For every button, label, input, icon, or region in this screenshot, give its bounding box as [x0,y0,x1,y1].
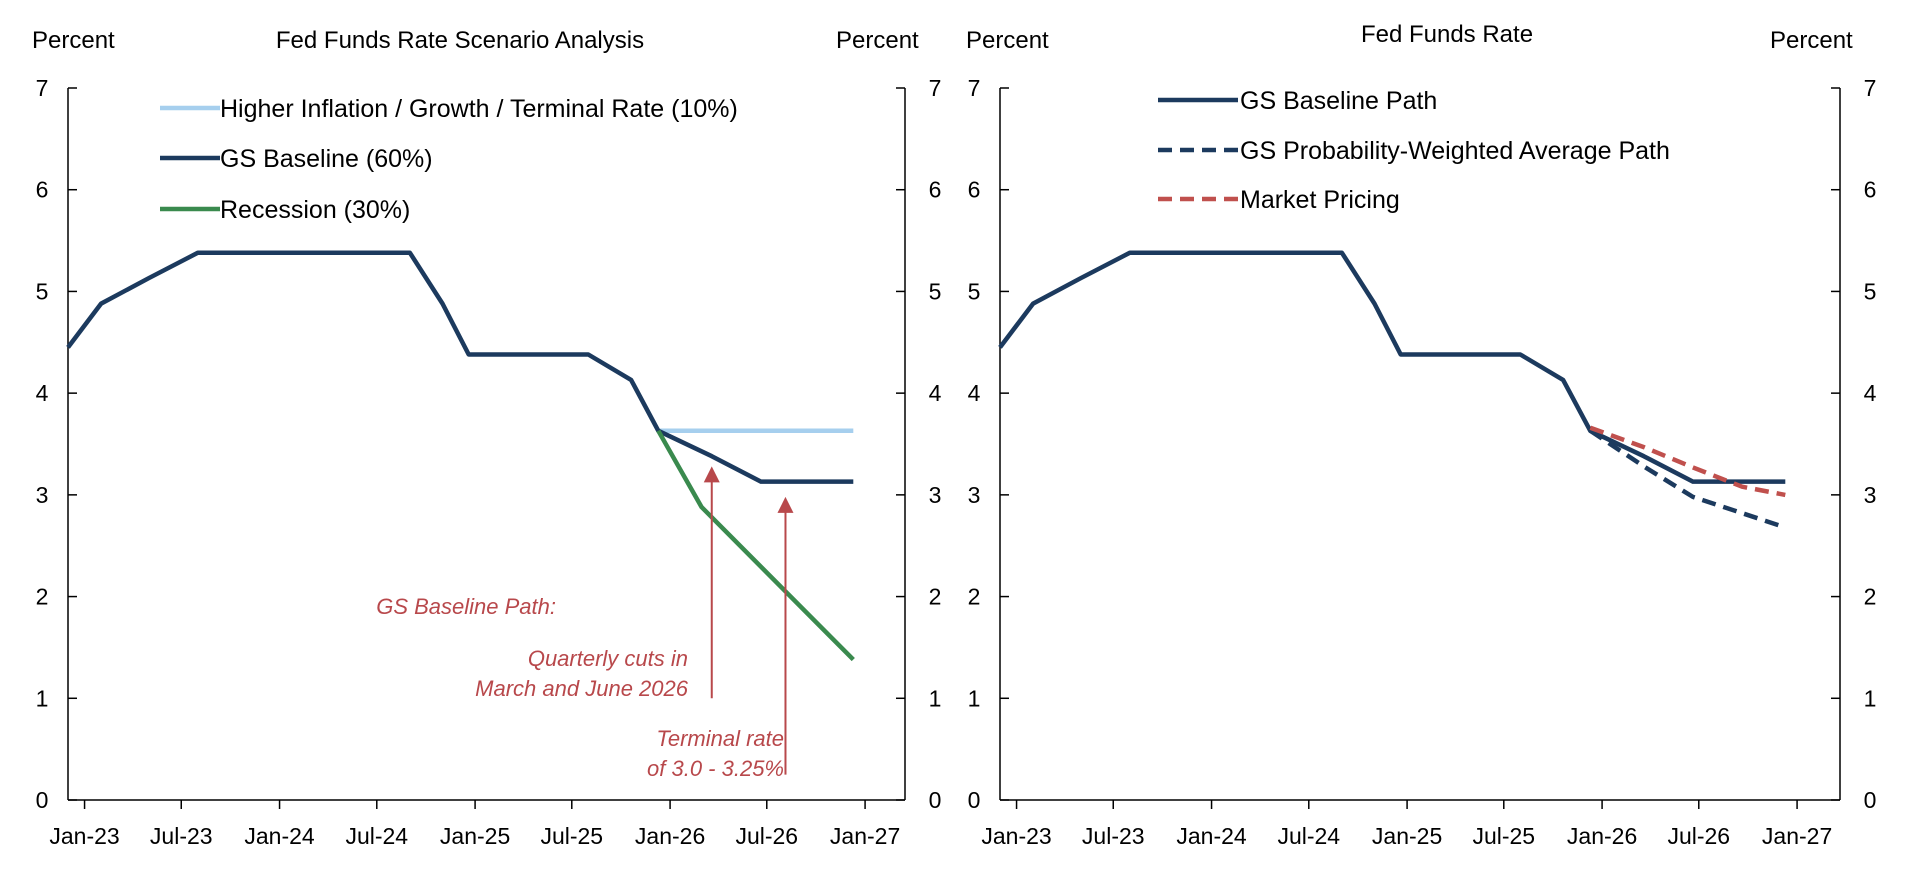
y-tick-label-right: 5 [929,278,942,304]
y-tick-label-left: 6 [36,177,49,203]
y-tick-label-left: 5 [36,278,49,304]
annotation-text: Terminal rate [656,726,784,751]
y-tick-label-right: 6 [929,177,942,203]
annotation-arrowhead [703,466,720,483]
annotation-text: GS Baseline Path: [376,594,556,619]
y-tick-label-left: 2 [36,584,49,610]
x-tick-label: Jul-23 [1082,823,1145,849]
x-tick-label: Jan-27 [830,823,900,849]
y-tick-label-left: 7 [36,75,49,101]
x-tick-label: Jan-24 [244,823,315,849]
y-tick-label-right: 3 [1864,482,1877,508]
y-tick-label-right: 3 [929,482,942,508]
chart-title: Fed Funds Rate Scenario Analysis [276,27,644,54]
y-tick-label-right: 1 [1864,685,1877,711]
x-tick-label: Jan-25 [440,823,510,849]
x-tick-label: Jan-27 [1762,823,1832,849]
y-tick-label-left: 0 [968,787,981,813]
y-tick-label-left: 1 [36,685,49,711]
x-tick-label: Jan-25 [1372,823,1442,849]
y-tick-label-right: 7 [1864,75,1877,101]
legend-entry-2: Market Pricing [1240,186,1400,214]
x-tick-label: Jul-26 [735,823,798,849]
y-tick-label-left: 1 [968,685,981,711]
x-tick-label: Jul-26 [1667,823,1730,849]
annotation-arrowhead [777,496,794,513]
chart-title: Fed Funds Rate [1361,21,1533,48]
x-tick-label: Jan-23 [981,823,1051,849]
y-tick-label-left: 4 [968,380,981,406]
series-line-1 [1589,428,1787,530]
x-tick-label: Jul-23 [150,823,213,849]
x-tick-label: Jul-24 [345,823,408,849]
y-tick-label-right: 2 [929,584,942,610]
legend-entry-1: GS Baseline (60%) [220,145,433,173]
y-tick-label-left: 5 [968,278,981,304]
annotation-text: March and June 2026 [475,676,689,701]
y-tick-label-right: 0 [1864,787,1877,813]
y-tick-label-right: 0 [929,787,942,813]
y-tick-label-right: 5 [1864,278,1877,304]
y-tick-label-right: 4 [1864,380,1877,406]
annotation-text: of 3.0 - 3.25% [647,756,784,781]
x-tick-label: Jan-26 [1567,823,1637,849]
x-tick-label: Jul-24 [1277,823,1340,849]
x-tick-label: Jan-24 [1176,823,1247,849]
y-tick-label-right: 6 [1864,177,1877,203]
y-axis-label-right: Percent [1770,27,1853,54]
y-tick-label-left: 3 [36,482,49,508]
y-axis-label-left: Percent [32,27,115,54]
legend-entry-0: GS Baseline Path [1240,87,1437,115]
y-tick-label-left: 7 [968,75,981,101]
legend-entry-1: GS Probability-Weighted Average Path [1240,137,1670,165]
x-tick-label: Jul-25 [1472,823,1535,849]
y-tick-label-left: 2 [968,584,981,610]
y-tick-label-right: 4 [929,380,942,406]
legend-entry-2: Recession (30%) [220,196,410,224]
y-tick-label-left: 3 [968,482,981,508]
series-line-2 [656,429,855,662]
y-tick-label-right: 1 [929,685,942,711]
y-tick-label-right: 2 [1864,584,1877,610]
x-tick-label: Jan-23 [49,823,119,849]
y-tick-label-right: 7 [929,75,942,101]
y-axis-label-left: Percent [966,27,1049,54]
annotation-text: Quarterly cuts in [528,646,688,671]
legend-entry-0: Higher Inflation / Growth / Terminal Rat… [220,95,738,123]
x-tick-label: Jul-25 [540,823,603,849]
x-tick-label: Jan-26 [635,823,705,849]
y-tick-label-left: 4 [36,380,49,406]
y-tick-label-left: 0 [36,787,49,813]
y-tick-label-left: 6 [968,177,981,203]
y-axis-label-right: Percent [836,27,919,54]
series-line-2 [1589,425,1786,498]
series-line-1 [66,250,854,484]
series-line-0 [998,250,1786,484]
